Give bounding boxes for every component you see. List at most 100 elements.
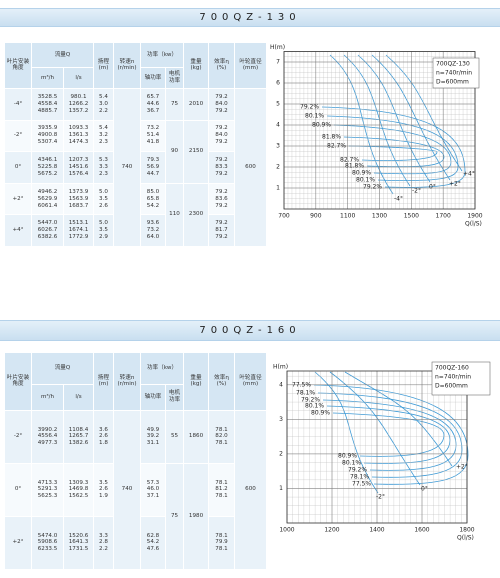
spec-table: 叶片安装角度 流量Q 扬程 (m) 转速n (r/min) 功率（kw） 重量 (kg) 效… [4, 41, 268, 247]
angle-cell: +2° [4, 182, 32, 216]
value: 83.6 [215, 195, 228, 202]
value: 78.1 [215, 426, 228, 433]
value: 83.3 [215, 163, 228, 170]
header-cell: 流量Q [31, 41, 94, 69]
value-cell: 78.1 81.2 78.1 [208, 462, 236, 517]
value: 44.7 [146, 170, 160, 177]
efficiency-label: 80.9% [312, 122, 331, 129]
angle-label: -2° [412, 188, 421, 195]
value: 4556.4 [37, 433, 58, 440]
value: 73.2 [146, 125, 160, 132]
value: 79.2 [215, 93, 228, 100]
header-cell: 轴功率 [140, 383, 166, 411]
value: 57.3 [146, 479, 160, 486]
value: 36.7 [146, 107, 160, 114]
value: 3.3 [99, 532, 108, 539]
value: 6233.5 [37, 546, 58, 553]
value-cell: 73.2 51.4 41.8 [140, 119, 166, 153]
plot-frame [283, 51, 476, 210]
value: 81.7 [215, 227, 228, 234]
hq-curve [385, 54, 463, 172]
value-cell: 62.8 54.2 47.6 [140, 515, 166, 570]
header-cell: 流量Q [31, 352, 94, 385]
x-axis-label: Q(l/S) [465, 221, 482, 228]
spec-table: 叶片安装角度 流量Q 扬程 (m) 转速n (r/min) 功率（kw） 重量 (kg) 效… [4, 352, 268, 570]
eff-loop [332, 412, 445, 457]
header-cell: 重量 (kg) [183, 352, 210, 411]
value: 980.1 [70, 93, 87, 100]
efficiency-label: 82.7% [340, 157, 359, 164]
plot-frame [286, 370, 468, 524]
y-axis-label: H(m) [273, 364, 288, 371]
value: 5.4 [99, 125, 108, 132]
value: 49.9 [146, 426, 160, 433]
value: 84.0 [215, 132, 228, 139]
value: 85.0 [146, 188, 160, 195]
group-row: -2° 3935.9 4900.8 5307.4 1093.3 1361.3 1474.3 5… [4, 119, 267, 184]
value: 1266.2 [68, 100, 89, 107]
value-cell: 57.3 46.0 37.1 [140, 462, 166, 517]
value: 79.2 [215, 125, 228, 132]
value: 5629.9 [37, 195, 58, 202]
value: 2.3 [99, 170, 108, 177]
value-cell: 78.1 82.0 78.1 [208, 409, 236, 464]
value: 4977.3 [37, 440, 58, 447]
header-cell: 效率η (%) [208, 352, 236, 411]
value-cell: 1520.6 1641.3 1731.5 [63, 515, 94, 570]
curves [313, 371, 469, 494]
value: 2.8 [99, 539, 108, 546]
weight-cell: 1860 [183, 409, 210, 464]
x-tick-label: 1700 [436, 213, 451, 220]
legend-text: 700QZ-130 [436, 61, 470, 68]
value-cell: 79.2 84.0 79.2 [208, 119, 236, 153]
value: 5307.4 [37, 139, 58, 146]
value: 1309.3 [68, 479, 89, 486]
section-title: 700QZ-160 [0, 320, 500, 341]
value-cell: 5.3 3.3 2.3 [93, 151, 114, 184]
value: 2.2 [99, 546, 108, 553]
value-cell: 3935.9 4900.8 5307.4 [31, 119, 64, 153]
value-cell: 3.6 2.6 1.8 [93, 409, 114, 464]
angle-cell: +2° [4, 515, 32, 570]
value: 78.1 [215, 546, 228, 553]
value: 3.0 [99, 100, 108, 107]
section-title: 700QZ-130 [0, 8, 500, 27]
value: 2.6 [99, 486, 108, 493]
value: 6061.4 [37, 202, 58, 209]
angle-label: 0° [421, 486, 428, 493]
efficiency-label: 80.9% [311, 410, 330, 417]
motor-cell: 55 [164, 409, 185, 464]
value: 78.1 [215, 440, 228, 447]
value-cell: 5.4 3.2 2.3 [93, 119, 114, 153]
value: 47.6 [146, 546, 160, 553]
value: 1731.5 [68, 546, 89, 553]
value: 44.6 [146, 100, 160, 107]
value: 79.9 [215, 539, 228, 546]
value: 1373.9 [68, 188, 89, 195]
efficiency-label: 81.8% [322, 134, 341, 141]
value: 3.6 [99, 426, 108, 433]
value: 5447.0 [37, 220, 58, 227]
value-cell: 5.0 3.5 2.9 [93, 214, 114, 247]
header-cell: 重量 (kg) [183, 42, 210, 89]
motor-cell: 90 [164, 119, 185, 184]
value: 4946.2 [37, 188, 58, 195]
x-tick-label: 1800 [459, 527, 474, 534]
group-row: +2° 5474.0 5908.6 6233.5 1520.6 1641.3 1731.5 3… [4, 515, 267, 570]
value-cell: 79.2 83.3 79.2 [208, 151, 236, 184]
value: 1641.3 [68, 539, 89, 546]
value: 4885.7 [37, 107, 58, 114]
x-tick-label: 1600 [414, 527, 429, 534]
efficiency-label: 81.8% [345, 163, 364, 170]
value-cell: 4346.1 5225.8 5675.2 [31, 151, 64, 184]
value: 1207.3 [68, 156, 89, 163]
value: 5474.0 [37, 532, 58, 539]
x-tick-label: 1500 [404, 213, 419, 220]
value: 1093.3 [68, 125, 89, 132]
efficiency-label: 80.1% [342, 460, 361, 467]
value: 5225.8 [37, 163, 58, 170]
value: 5908.6 [37, 539, 58, 546]
value: 79.2 [215, 202, 228, 209]
weight-cell: 2300 [183, 182, 210, 247]
efficiency-label: 80.9% [352, 170, 371, 177]
